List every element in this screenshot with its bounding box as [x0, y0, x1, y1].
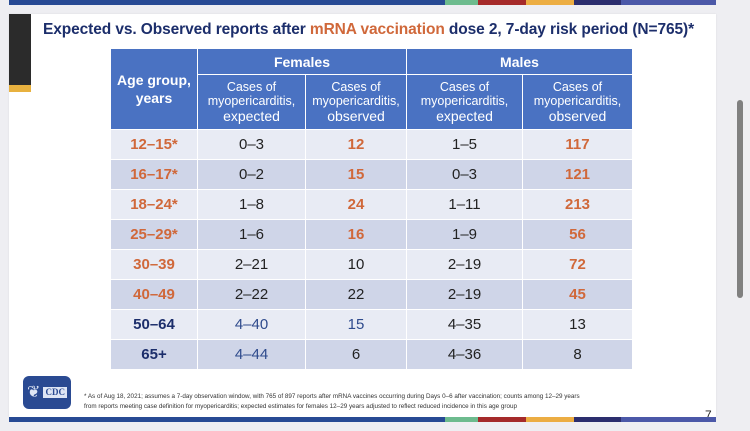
title-highlight: mRNA vaccination: [309, 21, 445, 38]
age-cell: 16–17*: [110, 159, 198, 190]
title-text-pre: Expected vs. Observed reports after: [43, 21, 310, 38]
male-expected-cell: 1–5: [406, 129, 523, 160]
female-expected-cell: 4–40: [197, 309, 306, 340]
age-cell: 50–64: [110, 309, 198, 340]
female-observed-cell: 22: [305, 279, 407, 310]
footnote-line-1: * As of Aug 18, 2021; assumes a 7-day ob…: [84, 393, 580, 400]
table-row: 30–39 2–21 10 2–19 72: [110, 249, 633, 280]
footnote: * As of Aug 18, 2021; assumes a 7-day ob…: [84, 392, 684, 412]
age-cell: 25–29*: [110, 219, 198, 250]
age-cell: 65+: [110, 339, 198, 370]
female-expected-cell: 2–22: [197, 279, 306, 310]
page-number: 7: [705, 408, 712, 422]
male-expected-cell: 1–9: [406, 219, 523, 250]
age-cell: 12–15*: [110, 129, 198, 160]
female-observed-cell: 12: [305, 129, 407, 160]
male-observed-cell: 56: [522, 219, 633, 250]
table-row: 40–49 2–22 22 2–19 45: [110, 279, 633, 310]
title-text-post: dose 2, 7-day risk period (N=765)*: [444, 21, 695, 38]
male-expected-cell: 4–36: [406, 339, 523, 370]
table-row: 16–17* 0–2 15 0–3 121: [110, 159, 633, 190]
age-group-header: Age group, years: [110, 48, 198, 130]
cdc-logo-text: CDC: [43, 387, 67, 398]
male-observed-header: Cases of myopericarditis, observed: [522, 74, 633, 130]
hhs-eagle-icon: ❦: [27, 383, 41, 401]
female-observed-cell: 10: [305, 249, 407, 280]
male-expected-cell: 2–19: [406, 249, 523, 280]
male-observed-cell: 13: [522, 309, 633, 340]
female-expected-cell: 0–3: [197, 129, 306, 160]
female-observed-cell: 6: [305, 339, 407, 370]
male-expected-cell: 2–19: [406, 279, 523, 310]
footnote-line-2: from reports meeting case definition for…: [84, 403, 517, 410]
age-cell: 18–24*: [110, 189, 198, 220]
table-row: 25–29* 1–6 16 1–9 56: [110, 219, 633, 250]
male-expected-cell: 4–35: [406, 309, 523, 340]
male-expected-cell: 1–11: [406, 189, 523, 220]
male-observed-cell: 213: [522, 189, 633, 220]
table-row: 50–64 4–40 15 4–35 13: [110, 309, 633, 340]
table-row: 65+ 4–44 6 4–36 8: [110, 339, 633, 370]
myopericarditis-table: Age group, years Females Males Cases of m…: [110, 48, 633, 370]
female-observed-cell: 15: [305, 309, 407, 340]
cdc-logo: ❦ CDC: [23, 376, 71, 409]
female-expected-cell: 1–8: [197, 189, 306, 220]
age-cell: 40–49: [110, 279, 198, 310]
male-observed-cell: 45: [522, 279, 633, 310]
female-expected-cell: 2–21: [197, 249, 306, 280]
table-row: 12–15* 0–3 12 1–5 117: [110, 129, 633, 160]
female-expected-cell: 1–6: [197, 219, 306, 250]
females-header: Females: [197, 48, 407, 75]
slide-title: Expected vs. Observed reports after mRNA…: [43, 21, 694, 39]
slide: Expected vs. Observed reports after mRNA…: [9, 14, 716, 422]
male-observed-cell: 117: [522, 129, 633, 160]
side-bar-accent: [9, 85, 31, 92]
age-cell: 30–39: [110, 249, 198, 280]
table-row: 18–24* 1–8 24 1–11 213: [110, 189, 633, 220]
side-bar-decoration: [9, 14, 31, 85]
female-observed-cell: 24: [305, 189, 407, 220]
female-expected-cell: 4–44: [197, 339, 306, 370]
female-expected-header: Cases of myopericarditis, expected: [197, 74, 306, 130]
female-observed-cell: 16: [305, 219, 407, 250]
male-observed-cell: 8: [522, 339, 633, 370]
female-observed-header: Cases of myopericarditis, observed: [305, 74, 407, 130]
male-expected-cell: 0–3: [406, 159, 523, 190]
male-observed-cell: 121: [522, 159, 633, 190]
vertical-scrollbar[interactable]: [737, 100, 743, 298]
male-expected-header: Cases of myopericarditis, expected: [406, 74, 523, 130]
males-header: Males: [406, 48, 633, 75]
male-observed-cell: 72: [522, 249, 633, 280]
bottom-color-stripe: [9, 417, 716, 422]
female-expected-cell: 0–2: [197, 159, 306, 190]
female-observed-cell: 15: [305, 159, 407, 190]
top-color-stripe: [9, 0, 716, 5]
